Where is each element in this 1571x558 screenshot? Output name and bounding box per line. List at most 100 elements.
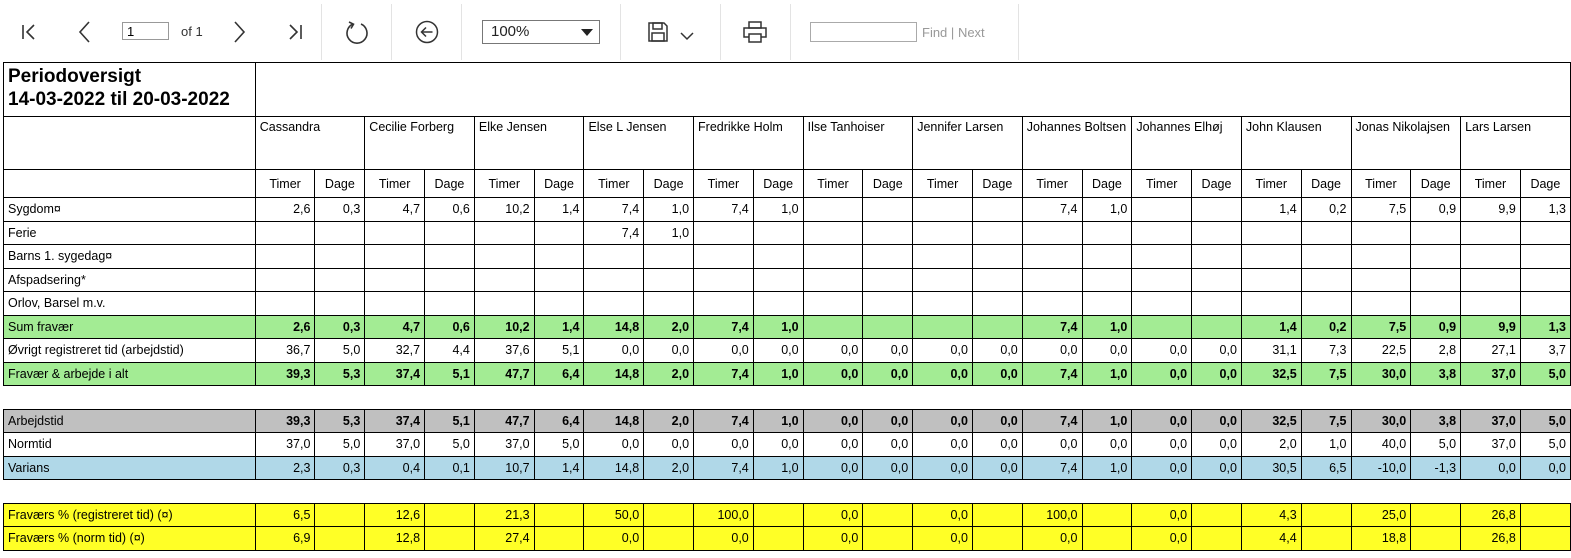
days-cell xyxy=(1520,479,1571,504)
hours-cell xyxy=(364,220,426,245)
employee-name: Johannes Boltsen xyxy=(1021,116,1133,170)
hours-cell: 39,3 xyxy=(254,408,316,433)
days-cell xyxy=(643,385,694,410)
hours-cell: 9,9 xyxy=(1460,197,1521,222)
hours-cell: 7,5 xyxy=(1350,197,1412,222)
days-cell xyxy=(862,244,914,269)
find-input[interactable] xyxy=(810,22,917,42)
hours-cell xyxy=(255,479,315,504)
toolbar-separator xyxy=(391,4,392,60)
hours-cell: 47,7 xyxy=(473,408,535,433)
hours-cell: 0,0 xyxy=(912,526,973,551)
hours-cell: 0,0 xyxy=(802,338,864,363)
days-cell xyxy=(1300,502,1352,527)
next-page-icon xyxy=(234,20,246,43)
hours-cell: 30,5 xyxy=(1240,455,1302,480)
hours-cell xyxy=(473,220,535,245)
days-cell: 5,0 xyxy=(533,432,585,457)
days-cell xyxy=(1410,244,1462,269)
days-column-header: Dage xyxy=(752,169,804,198)
days-cell xyxy=(314,291,366,316)
row-label: Normtid xyxy=(3,432,256,457)
days-cell xyxy=(1519,267,1571,292)
hours-cell xyxy=(1131,197,1193,222)
hours-cell: 2,3 xyxy=(254,455,316,480)
hours-cell xyxy=(583,479,644,504)
hours-cell xyxy=(1240,220,1302,245)
days-cell xyxy=(1191,502,1242,527)
days-cell: 6,4 xyxy=(533,408,585,433)
hours-cell: 0,0 xyxy=(802,526,864,551)
days-column-header: Dage xyxy=(1191,169,1242,198)
table-row: Arbejdstid 39,3 5,3 37,4 5,1 47,7 6,4 14,8 2,0 7,… xyxy=(3,408,1571,433)
save-button[interactable] xyxy=(644,0,672,63)
hours-cell: 6,5 xyxy=(254,502,316,527)
days-cell: 5,3 xyxy=(314,361,366,386)
hours-cell: 14,8 xyxy=(583,455,645,480)
hours-cell xyxy=(1240,267,1302,292)
previous-page-button[interactable] xyxy=(70,0,100,63)
print-button[interactable] xyxy=(740,0,770,63)
hours-cell: 0,4 xyxy=(364,455,426,480)
first-page-button[interactable] xyxy=(14,0,44,63)
days-cell: 1,4 xyxy=(533,455,585,480)
hours-cell: 25,0 xyxy=(1350,502,1412,527)
hours-cell xyxy=(364,385,425,410)
employee-name: John Klausen xyxy=(1240,116,1352,170)
days-cell xyxy=(1300,526,1352,551)
hours-cell: 26,8 xyxy=(1460,526,1521,551)
hours-cell: 4,4 xyxy=(1240,526,1302,551)
export-menu-button[interactable] xyxy=(678,0,696,63)
days-cell xyxy=(972,385,1023,410)
hours-column-header: Timer xyxy=(1021,169,1083,198)
hours-cell: 0,0 xyxy=(912,502,973,527)
refresh-button[interactable] xyxy=(340,0,374,63)
days-cell xyxy=(1410,220,1462,245)
hours-cell: 0,0 xyxy=(912,361,973,386)
days-cell xyxy=(533,526,585,551)
hours-cell xyxy=(254,291,316,316)
back-button[interactable] xyxy=(410,0,444,63)
hours-cell: 18,8 xyxy=(1350,526,1412,551)
last-page-button[interactable] xyxy=(280,0,310,63)
hours-cell: 50,0 xyxy=(583,502,645,527)
days-cell xyxy=(862,220,914,245)
days-cell: 1,3 xyxy=(1519,197,1571,222)
days-cell xyxy=(314,267,366,292)
hours-cell xyxy=(802,220,864,245)
days-column-header: Dage xyxy=(971,169,1023,198)
days-cell: 3,7 xyxy=(1519,338,1571,363)
days-cell xyxy=(862,385,913,410)
hours-cell: 39,3 xyxy=(254,361,316,386)
days-cell: 0,0 xyxy=(1191,338,1242,363)
days-cell: 5,0 xyxy=(314,432,366,457)
find-link[interactable]: Find xyxy=(922,25,948,40)
hours-cell: 7,4 xyxy=(1021,314,1083,339)
days-cell xyxy=(314,385,365,410)
employee-name: Elke Jensen xyxy=(473,116,585,170)
hours-cell: 2,6 xyxy=(254,197,316,222)
days-cell: 0,0 xyxy=(862,432,914,457)
page-number-input[interactable] xyxy=(122,22,169,40)
next-page-button[interactable] xyxy=(224,0,254,63)
days-cell: 2,0 xyxy=(643,314,695,339)
find-next-link[interactable]: Next xyxy=(957,25,985,40)
hours-column-header: Timer xyxy=(473,169,535,198)
employee-name: Fredrikke Holm xyxy=(693,116,804,170)
days-cell: 5,3 xyxy=(314,408,366,433)
days-cell xyxy=(1191,291,1242,316)
hours-cell xyxy=(912,220,973,245)
days-cell xyxy=(752,291,804,316)
days-cell xyxy=(1519,244,1571,269)
hours-cell xyxy=(1460,385,1521,410)
hours-cell: 10,7 xyxy=(473,455,535,480)
zoom-select[interactable]: 100% xyxy=(482,20,600,44)
toolbar-separator xyxy=(461,4,462,60)
days-cell xyxy=(643,479,694,504)
hours-cell xyxy=(583,267,645,292)
days-cell xyxy=(424,244,475,269)
hours-cell: 0,0 xyxy=(912,338,973,363)
spacer-row xyxy=(3,385,1571,410)
hours-cell: 7,4 xyxy=(693,408,754,433)
days-cell xyxy=(1191,314,1242,339)
